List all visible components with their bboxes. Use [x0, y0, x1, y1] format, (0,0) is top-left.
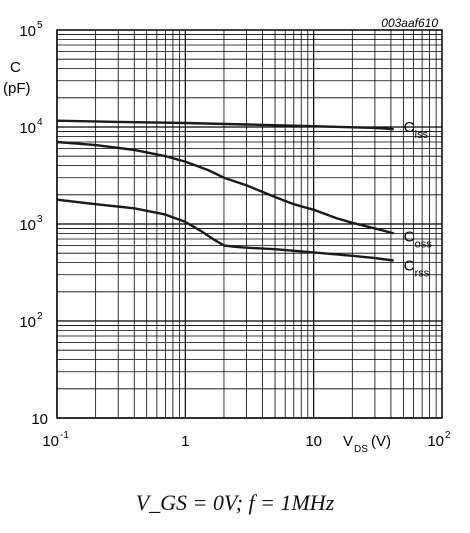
x-tick-label: 10	[427, 433, 444, 450]
y-tick-label: 10	[19, 217, 36, 234]
series-label-oss: C	[404, 228, 415, 245]
series-label-sub-iss: iss	[415, 129, 429, 141]
x-tick-exponent: 2	[445, 430, 451, 441]
series-line-iss	[56, 119, 394, 131]
series-label-iss: C	[404, 119, 415, 136]
series-curves	[56, 119, 395, 262]
plot-frame	[56, 29, 443, 419]
x-axis-label-unit: (V)	[371, 433, 391, 450]
y-tick-exponent: 2	[37, 311, 43, 322]
x-tick-label: 10	[42, 433, 59, 450]
x-tick-exponent: -1	[60, 430, 69, 441]
y-axis-label-unit: (pF)	[3, 80, 31, 97]
y-tick-exponent: 4	[37, 117, 43, 128]
x-tick-label: 10	[305, 433, 322, 450]
x-axis-label: V DS (V)	[343, 433, 391, 455]
y-tick-label: 10	[19, 314, 36, 331]
x-tick-label: 1	[181, 433, 189, 450]
y-tick-label: 10	[19, 120, 36, 137]
y-tick-exponent: 3	[37, 214, 43, 225]
figure-code: 003aaf610	[381, 16, 438, 30]
grid-lines	[56, 30, 442, 419]
series-label-rss: C	[404, 258, 415, 275]
series-line-rss	[56, 198, 394, 262]
y-axis-label-symbol: C	[10, 59, 21, 76]
y-tick-label: 10	[19, 23, 36, 40]
x-axis-label-symbol: V	[343, 433, 353, 450]
test-condition: V_GS = 0V; f = 1MHz	[135, 490, 335, 515]
series-line-oss	[56, 140, 395, 235]
series-label-sub-oss: oss	[415, 238, 433, 250]
y-tick-label: 10	[31, 411, 48, 428]
x-axis-label-sub: DS	[354, 444, 368, 455]
series-label-sub-rss: rss	[415, 268, 430, 280]
y-tick-exponent: 5	[37, 20, 43, 31]
